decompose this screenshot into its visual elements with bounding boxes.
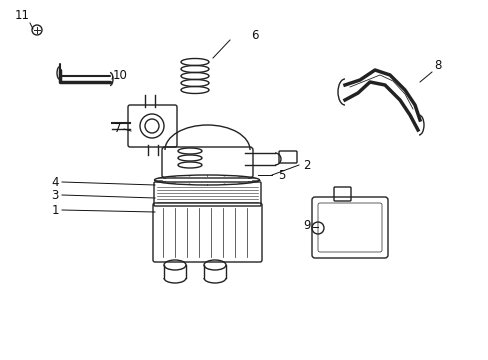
Text: 9: 9 xyxy=(303,219,310,231)
Text: 8: 8 xyxy=(433,59,441,72)
Text: 10: 10 xyxy=(112,68,127,81)
Text: 11: 11 xyxy=(15,9,29,22)
Text: 1: 1 xyxy=(51,203,59,216)
Text: 7: 7 xyxy=(114,122,122,135)
Text: 2: 2 xyxy=(303,158,310,171)
Text: 6: 6 xyxy=(251,28,258,41)
Text: 4: 4 xyxy=(51,176,59,189)
Text: 5: 5 xyxy=(278,168,285,181)
Text: 3: 3 xyxy=(51,189,59,202)
